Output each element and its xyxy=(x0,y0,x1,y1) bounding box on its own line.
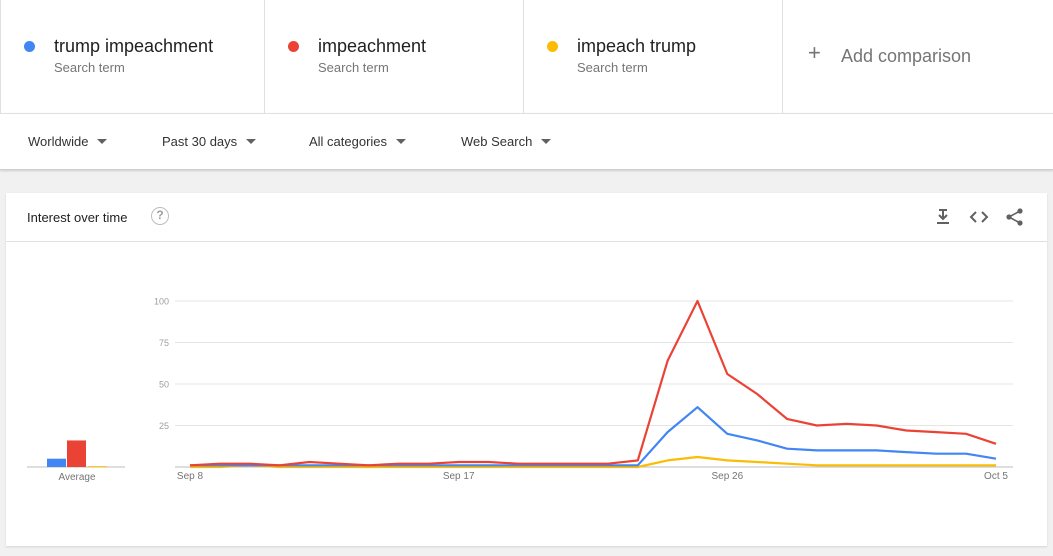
term-card-2[interactable]: impeachment Search term xyxy=(265,0,524,113)
help-icon[interactable]: ? xyxy=(151,207,169,225)
time-range-dropdown[interactable]: Past 30 days xyxy=(162,134,257,149)
add-comparison-button[interactable]: + Add comparison xyxy=(783,0,1053,113)
category-dropdown[interactable]: All categories xyxy=(309,134,407,149)
term-type: Search term xyxy=(54,60,125,75)
region-dropdown[interactable]: Worldwide xyxy=(28,134,108,149)
search-type-dropdown[interactable]: Web Search xyxy=(461,134,552,149)
embed-icon[interactable] xyxy=(969,207,989,227)
term-card-1[interactable]: trump impeachment Search term xyxy=(0,0,265,113)
share-icon[interactable] xyxy=(1005,207,1025,227)
category-label: All categories xyxy=(309,134,388,149)
series-color-dot xyxy=(547,41,558,52)
card-title: Interest over time xyxy=(27,210,128,225)
plus-icon: + xyxy=(808,40,821,65)
search-terms-bar: trump impeachment Search term impeachmen… xyxy=(0,0,1053,113)
region-label: Worldwide xyxy=(28,134,89,149)
card-header: Interest over time ? xyxy=(6,193,1047,242)
caret-down-icon xyxy=(97,139,108,144)
caret-down-icon xyxy=(246,139,257,144)
interest-over-time-card: Interest over time ? xyxy=(6,193,1047,546)
term-card-3[interactable]: impeach trump Search term xyxy=(524,0,783,113)
filter-bar: Worldwide Past 30 days All categories We… xyxy=(0,113,1053,170)
search-type-label: Web Search xyxy=(461,134,533,149)
caret-down-icon xyxy=(541,139,552,144)
term-type: Search term xyxy=(318,60,389,75)
term-name: impeach trump xyxy=(577,36,697,56)
term-name: impeachment xyxy=(318,36,427,56)
caret-down-icon xyxy=(396,139,407,144)
download-icon[interactable] xyxy=(933,207,953,227)
term-type: Search term xyxy=(577,60,648,75)
add-comparison-label: Add comparison xyxy=(841,46,972,66)
term-name: trump impeachment xyxy=(54,36,214,56)
series-color-dot xyxy=(288,41,299,52)
series-color-dot xyxy=(24,41,35,52)
time-range-label: Past 30 days xyxy=(162,134,238,149)
